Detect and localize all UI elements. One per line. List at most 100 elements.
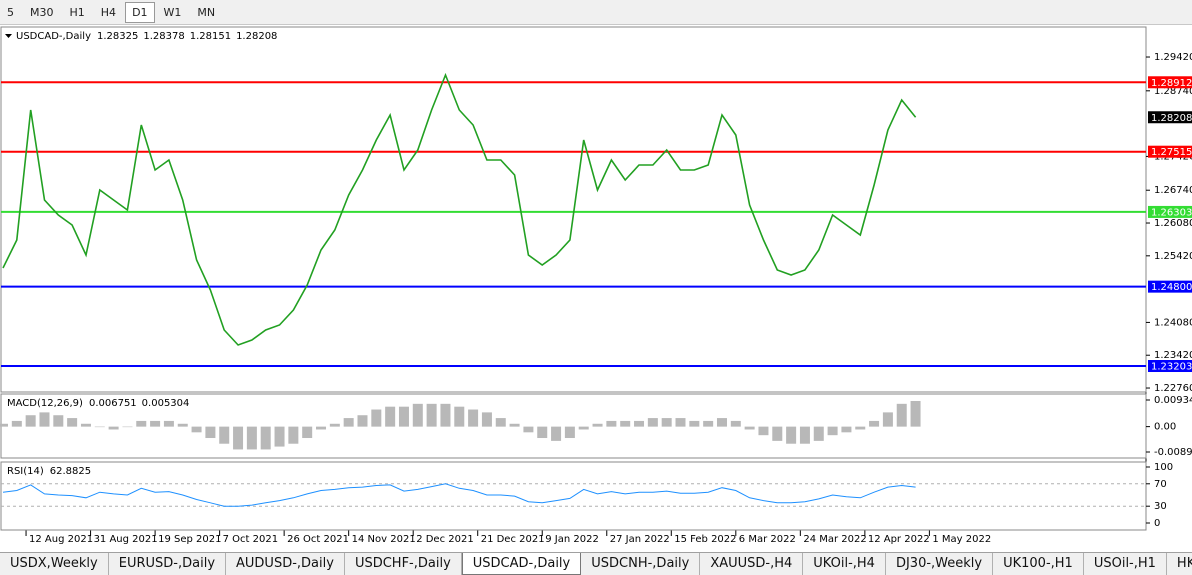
histogram-bar bbox=[205, 426, 216, 439]
histogram-bar bbox=[0, 423, 8, 427]
histogram-bar bbox=[260, 426, 271, 450]
readout-value: 1.28208 bbox=[236, 31, 277, 42]
indicator-title: MACD(12,26,9) bbox=[7, 398, 83, 409]
level-price-label: 1.23203 bbox=[1151, 362, 1192, 373]
chart-tab[interactable]: USDCHF-,Daily bbox=[345, 553, 462, 575]
timeframe-button[interactable]: D1 bbox=[125, 1, 155, 23]
level-price-box bbox=[1148, 145, 1192, 158]
x-tick-label: 26 Oct 2021 bbox=[287, 534, 349, 545]
indicator-title: USDCAD-,Daily bbox=[16, 31, 91, 42]
histogram-bar bbox=[80, 423, 91, 427]
timeframe-button[interactable]: MN bbox=[197, 5, 216, 19]
chart-tab[interactable]: XAUUSD-,H4 bbox=[700, 553, 804, 575]
level-price-box bbox=[1148, 280, 1192, 293]
series-line bbox=[2, 483, 916, 507]
histogram-bar bbox=[592, 423, 603, 427]
histogram-bar bbox=[551, 426, 562, 441]
histogram-bar bbox=[841, 426, 852, 433]
histogram-bar bbox=[53, 415, 64, 427]
histogram-bar bbox=[786, 426, 797, 444]
histogram-bar bbox=[537, 426, 548, 439]
chart-tab[interactable]: USDX,Weekly bbox=[0, 553, 109, 575]
readout-value: 1.28378 bbox=[143, 31, 184, 42]
x-tick-label: 7 Oct 2021 bbox=[223, 534, 278, 545]
histogram-bar bbox=[343, 418, 354, 427]
histogram-bar bbox=[163, 420, 174, 427]
level-price-box bbox=[1148, 76, 1192, 89]
timeframe-button[interactable]: W1 bbox=[163, 5, 182, 19]
histogram-bar bbox=[620, 420, 631, 427]
histogram-bar bbox=[661, 418, 672, 427]
last-price-box bbox=[1148, 111, 1192, 124]
x-tick-label: 12 Apr 2022 bbox=[868, 534, 930, 545]
y-tick-label: 1.29420 bbox=[1154, 52, 1192, 63]
timeframe-button[interactable]: M30 bbox=[30, 5, 54, 19]
symbol-menu-arrow bbox=[5, 34, 12, 38]
x-tick-label: 2 Dec 2021 bbox=[416, 534, 474, 545]
histogram-bar bbox=[882, 412, 893, 427]
x-tick-label: 1 May 2022 bbox=[932, 534, 991, 545]
histogram-bar bbox=[385, 406, 396, 427]
histogram-bar bbox=[136, 420, 147, 427]
x-tick-label: 27 Jan 2022 bbox=[610, 534, 670, 545]
y-tick-label: 1.26080 bbox=[1154, 218, 1192, 229]
histogram-bar bbox=[813, 426, 824, 441]
chart-tab[interactable]: AUDUSD-,Daily bbox=[226, 553, 345, 575]
chart-tab[interactable]: USDCNH-,Daily bbox=[581, 553, 701, 575]
histogram-bar bbox=[634, 420, 645, 427]
x-tick-label: 6 Mar 2022 bbox=[739, 534, 796, 545]
histogram-bar bbox=[25, 415, 36, 427]
histogram-bar bbox=[67, 418, 78, 427]
histogram-bar bbox=[716, 418, 727, 427]
histogram-bar bbox=[426, 403, 437, 427]
level-price-label: 1.26303 bbox=[1151, 207, 1192, 218]
panel-frame bbox=[0, 26, 1147, 393]
histogram-bar bbox=[108, 426, 119, 430]
histogram-bar bbox=[233, 426, 244, 450]
readout-value: 62.8825 bbox=[50, 466, 91, 477]
histogram-bar bbox=[910, 400, 921, 427]
histogram-bar bbox=[150, 420, 161, 427]
terminal-chart: 1.294201.287401.274201.267401.260801.254… bbox=[0, 26, 1192, 545]
chart-tab[interactable]: USDCAD-,Daily bbox=[461, 553, 582, 575]
histogram-bar bbox=[578, 426, 589, 430]
chart-tab[interactable]: UK100-,H1 bbox=[993, 553, 1084, 575]
histogram-bar bbox=[799, 426, 810, 444]
histogram-bar bbox=[855, 426, 866, 430]
histogram-bar bbox=[468, 409, 479, 427]
histogram-bar bbox=[302, 426, 313, 439]
y-tick-label: 1.22760 bbox=[1154, 383, 1192, 394]
timeframe-button[interactable]: 5 bbox=[7, 5, 14, 19]
x-tick-label: 9 Jan 2022 bbox=[545, 534, 599, 545]
histogram-bar bbox=[827, 426, 838, 436]
readout-value: 1.28325 bbox=[97, 31, 138, 42]
histogram-bar bbox=[219, 426, 230, 444]
timeframe-button[interactable]: H4 bbox=[100, 5, 117, 19]
chart-tab[interactable]: HK50-,H1 bbox=[1167, 553, 1192, 575]
y-tick-label: 0.00 bbox=[1154, 422, 1176, 433]
y-tick-label: 30 bbox=[1154, 501, 1167, 512]
histogram-bar bbox=[246, 426, 257, 450]
timeframe-button[interactable]: H1 bbox=[69, 5, 85, 19]
y-tick-label: 0.009345 bbox=[1154, 395, 1192, 406]
y-tick-label: 100 bbox=[1154, 462, 1173, 473]
histogram-bar bbox=[11, 420, 22, 427]
x-tick-label: 24 Mar 2022 bbox=[803, 534, 866, 545]
histogram-bar bbox=[495, 418, 506, 427]
histogram-bar bbox=[675, 418, 686, 427]
last-price-label: 1.28208 bbox=[1151, 113, 1192, 124]
histogram-bar bbox=[744, 426, 755, 430]
histogram-bar bbox=[440, 403, 451, 427]
chart-tab[interactable]: UKOil-,H4 bbox=[803, 553, 886, 575]
chart-tab[interactable]: EURUSD-,Daily bbox=[109, 553, 227, 575]
level-price-label: 1.28912 bbox=[1151, 78, 1192, 89]
chart-tab[interactable]: USOil-,H1 bbox=[1084, 553, 1167, 575]
histogram-bar bbox=[288, 426, 299, 444]
histogram-bar bbox=[274, 426, 285, 447]
histogram-bar bbox=[398, 406, 409, 427]
chart-tab[interactable]: DJ30-,Weekly bbox=[886, 553, 994, 575]
x-tick-label: 31 Aug 2021 bbox=[94, 534, 158, 545]
histogram-bar bbox=[39, 412, 50, 427]
histogram-bar bbox=[316, 426, 327, 430]
